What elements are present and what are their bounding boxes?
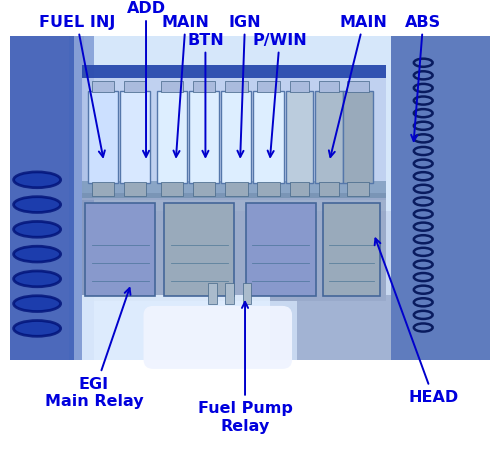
Text: FUEL INJ: FUEL INJ [39, 15, 115, 157]
Bar [346, 183, 369, 196]
Bar [319, 183, 339, 196]
Bar [193, 82, 215, 93]
Bar [69, 37, 94, 360]
Text: Fuel Pump
Relay: Fuel Pump Relay [198, 302, 293, 433]
Bar [193, 183, 215, 196]
Bar [82, 66, 386, 79]
Ellipse shape [14, 197, 61, 213]
FancyBboxPatch shape [246, 204, 316, 297]
FancyBboxPatch shape [144, 306, 292, 369]
Ellipse shape [14, 321, 61, 336]
Bar [124, 183, 146, 196]
Text: MAIN: MAIN [329, 15, 388, 157]
Ellipse shape [14, 246, 61, 263]
Bar [10, 37, 74, 360]
Bar [290, 183, 309, 196]
Text: MAIN: MAIN [162, 15, 209, 157]
Bar [10, 37, 490, 360]
Bar [82, 194, 386, 302]
Text: HEAD: HEAD [375, 239, 458, 404]
Ellipse shape [14, 296, 61, 312]
Bar [346, 82, 369, 93]
Bar [257, 82, 280, 93]
Bar [225, 183, 248, 196]
Bar [208, 284, 217, 304]
Text: ABS: ABS [405, 15, 441, 142]
FancyBboxPatch shape [164, 204, 234, 297]
Bar [124, 82, 146, 93]
Bar [161, 183, 183, 196]
Bar [243, 284, 251, 304]
Bar [290, 82, 309, 93]
FancyBboxPatch shape [120, 91, 150, 184]
Bar [257, 183, 280, 196]
FancyBboxPatch shape [85, 204, 155, 297]
Text: BTN: BTN [187, 33, 224, 157]
Text: P/WIN: P/WIN [252, 33, 307, 157]
Ellipse shape [14, 173, 61, 188]
Bar [225, 284, 234, 304]
FancyBboxPatch shape [343, 91, 373, 184]
Text: EGI
Main Relay: EGI Main Relay [45, 288, 144, 408]
FancyBboxPatch shape [221, 91, 251, 184]
Ellipse shape [14, 222, 61, 238]
FancyBboxPatch shape [157, 91, 187, 184]
Text: IGN: IGN [229, 15, 261, 157]
Text: ADD: ADD [126, 1, 166, 157]
FancyBboxPatch shape [286, 91, 313, 184]
FancyBboxPatch shape [88, 91, 118, 184]
Bar [82, 181, 386, 198]
FancyBboxPatch shape [253, 91, 284, 184]
Bar [161, 82, 183, 93]
Bar [82, 295, 270, 360]
Bar [225, 82, 248, 93]
FancyBboxPatch shape [323, 204, 380, 297]
Bar [82, 66, 386, 201]
Bar [297, 295, 391, 360]
Bar [84, 37, 391, 212]
FancyBboxPatch shape [189, 91, 219, 184]
Bar [92, 183, 114, 196]
Bar [92, 82, 114, 93]
Bar [391, 37, 490, 360]
Bar [319, 82, 339, 93]
Ellipse shape [14, 271, 61, 287]
FancyBboxPatch shape [315, 91, 343, 184]
